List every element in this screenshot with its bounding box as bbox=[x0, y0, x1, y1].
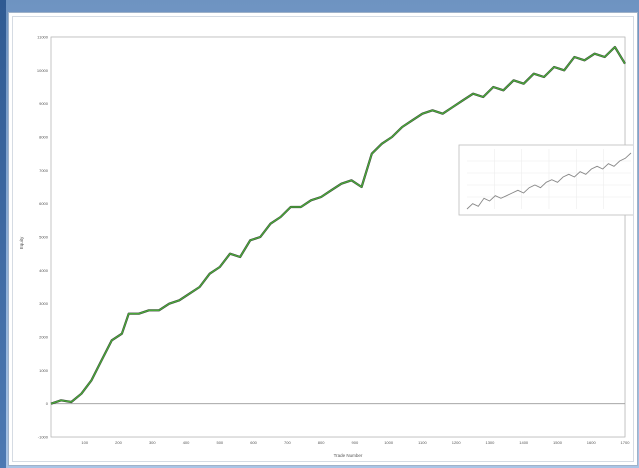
y-tick-label: 6000 bbox=[39, 201, 49, 206]
y-tick-label: 8000 bbox=[39, 135, 49, 140]
axes bbox=[50, 36, 626, 438]
x-tick-label: 800 bbox=[318, 440, 325, 445]
y-tick-label: 11000 bbox=[37, 35, 49, 40]
y-tick-label: 3000 bbox=[39, 301, 49, 306]
x-tick-label: 1000 bbox=[384, 440, 394, 445]
y-tick-label: 9000 bbox=[39, 101, 49, 106]
y-tick-label: 10000 bbox=[37, 68, 49, 73]
x-tick-labels: 100 200 300 400 500 600 700 800 900 1000 1100 1200 1… bbox=[81, 440, 630, 445]
y-tick-label: 4000 bbox=[39, 268, 49, 273]
inset-series-line bbox=[466, 152, 632, 210]
x-tick-label: 1500 bbox=[553, 440, 563, 445]
series-line bbox=[50, 46, 626, 405]
chart-frame: -1000 0 1000 2000 3000 4000 5000 6000 7000 8000 90… bbox=[8, 12, 638, 466]
x-tick-label: 300 bbox=[149, 440, 156, 445]
x-tick-label: 100 bbox=[81, 440, 88, 445]
y-tick-label: -1000 bbox=[38, 435, 49, 440]
series-layer bbox=[50, 45, 626, 405]
x-tick-label: 1300 bbox=[485, 440, 495, 445]
inset-chart bbox=[458, 144, 636, 216]
y-tick-labels: -1000 0 1000 2000 3000 4000 5000 6000 7000 8000 90… bbox=[37, 35, 49, 440]
x-tick-label: 1700 bbox=[621, 440, 631, 445]
chart-panel: -1000 0 1000 2000 3000 4000 5000 6000 7000 8000 90… bbox=[12, 16, 636, 462]
x-tick-label: 500 bbox=[216, 440, 223, 445]
equity-chart: -1000 0 1000 2000 3000 4000 5000 6000 7000 8000 90… bbox=[19, 35, 636, 458]
y-tick-label: 1000 bbox=[39, 368, 49, 373]
inset-frame bbox=[458, 144, 636, 216]
y-axis-label: Equity bbox=[19, 236, 24, 249]
x-tick-label: 1100 bbox=[418, 440, 427, 445]
y-tick-label: 2000 bbox=[39, 335, 49, 340]
x-tick-label: 200 bbox=[115, 440, 122, 445]
x-tick-label: 1200 bbox=[452, 440, 462, 445]
x-tick-label: 400 bbox=[183, 440, 190, 445]
x-tick-label: 1600 bbox=[587, 440, 597, 445]
y-tick-label: 7000 bbox=[39, 168, 49, 173]
x-tick-label: 600 bbox=[250, 440, 257, 445]
plot-area bbox=[50, 36, 626, 438]
x-tick-label: 1400 bbox=[519, 440, 529, 445]
x-tick-label: 900 bbox=[352, 440, 359, 445]
x-axis-label: Trade Number bbox=[334, 453, 363, 458]
window-edge bbox=[0, 0, 6, 468]
x-tick-label: 700 bbox=[284, 440, 291, 445]
y-tick-label: 5000 bbox=[39, 235, 49, 240]
y-tick-label: 0 bbox=[46, 401, 49, 406]
